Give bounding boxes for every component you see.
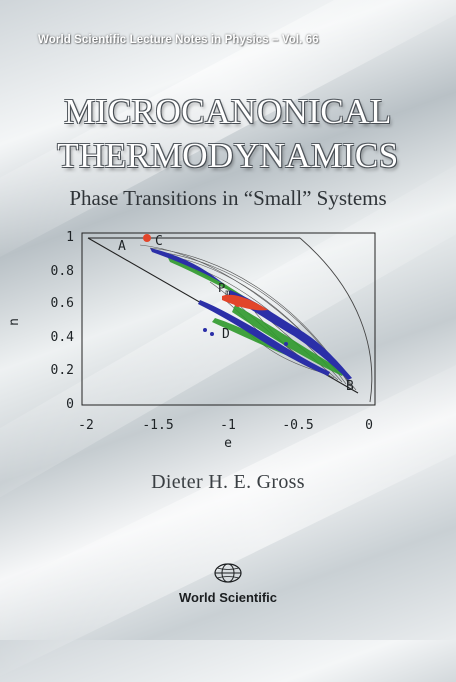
point-label-a: A — [118, 239, 126, 254]
point-label-p: P — [218, 281, 225, 295]
title-line-1: MICROCANONICAL — [64, 92, 392, 131]
y-tick-label: 0.8 — [51, 264, 74, 279]
x-tick-label: 0 — [365, 418, 373, 433]
x-axis-label: e — [224, 436, 232, 451]
y-tick-label: 0.2 — [51, 363, 74, 378]
subtitle: Phase Transitions in “Small” Systems — [69, 186, 387, 210]
point-label-b: B — [346, 379, 354, 394]
green-region — [168, 258, 345, 376]
y-axis-label: n — [7, 318, 22, 326]
cover-chart: A C Pm D B 1 0.8 0.6 0.4 0.2 0 -2 -1.5 -… — [7, 230, 376, 451]
point-label-d: D — [222, 327, 230, 342]
point-label-c: C — [155, 234, 163, 249]
y-tick-label: 1 — [66, 230, 74, 245]
y-tick-label: 0 — [66, 397, 74, 412]
x-tick-label: -0.5 — [282, 418, 313, 433]
series-line: World Scientific Lecture Notes in Physic… — [38, 34, 319, 46]
world-scientific-logo-icon — [214, 563, 242, 583]
point-label-pm: Pm — [218, 281, 230, 297]
author: Dieter H. E. Gross — [151, 471, 305, 493]
title-line-2: THERMODYNAMICS — [57, 136, 399, 175]
y-tick-label: 0.4 — [51, 330, 75, 345]
marked-point-c — [143, 234, 151, 242]
x-tick-label: -1 — [220, 418, 236, 433]
red-region — [222, 294, 268, 311]
x-tick-label: -2 — [78, 418, 94, 433]
x-tick-label: -1.5 — [142, 418, 173, 433]
outer-arc — [299, 237, 373, 403]
y-tick-label: 0.6 — [51, 296, 74, 311]
publisher-name: World Scientific — [179, 590, 277, 605]
point-label-pm-sub: m — [225, 288, 230, 297]
plot-frame — [81, 232, 376, 406]
publisher-block: World Scientific — [0, 562, 456, 605]
